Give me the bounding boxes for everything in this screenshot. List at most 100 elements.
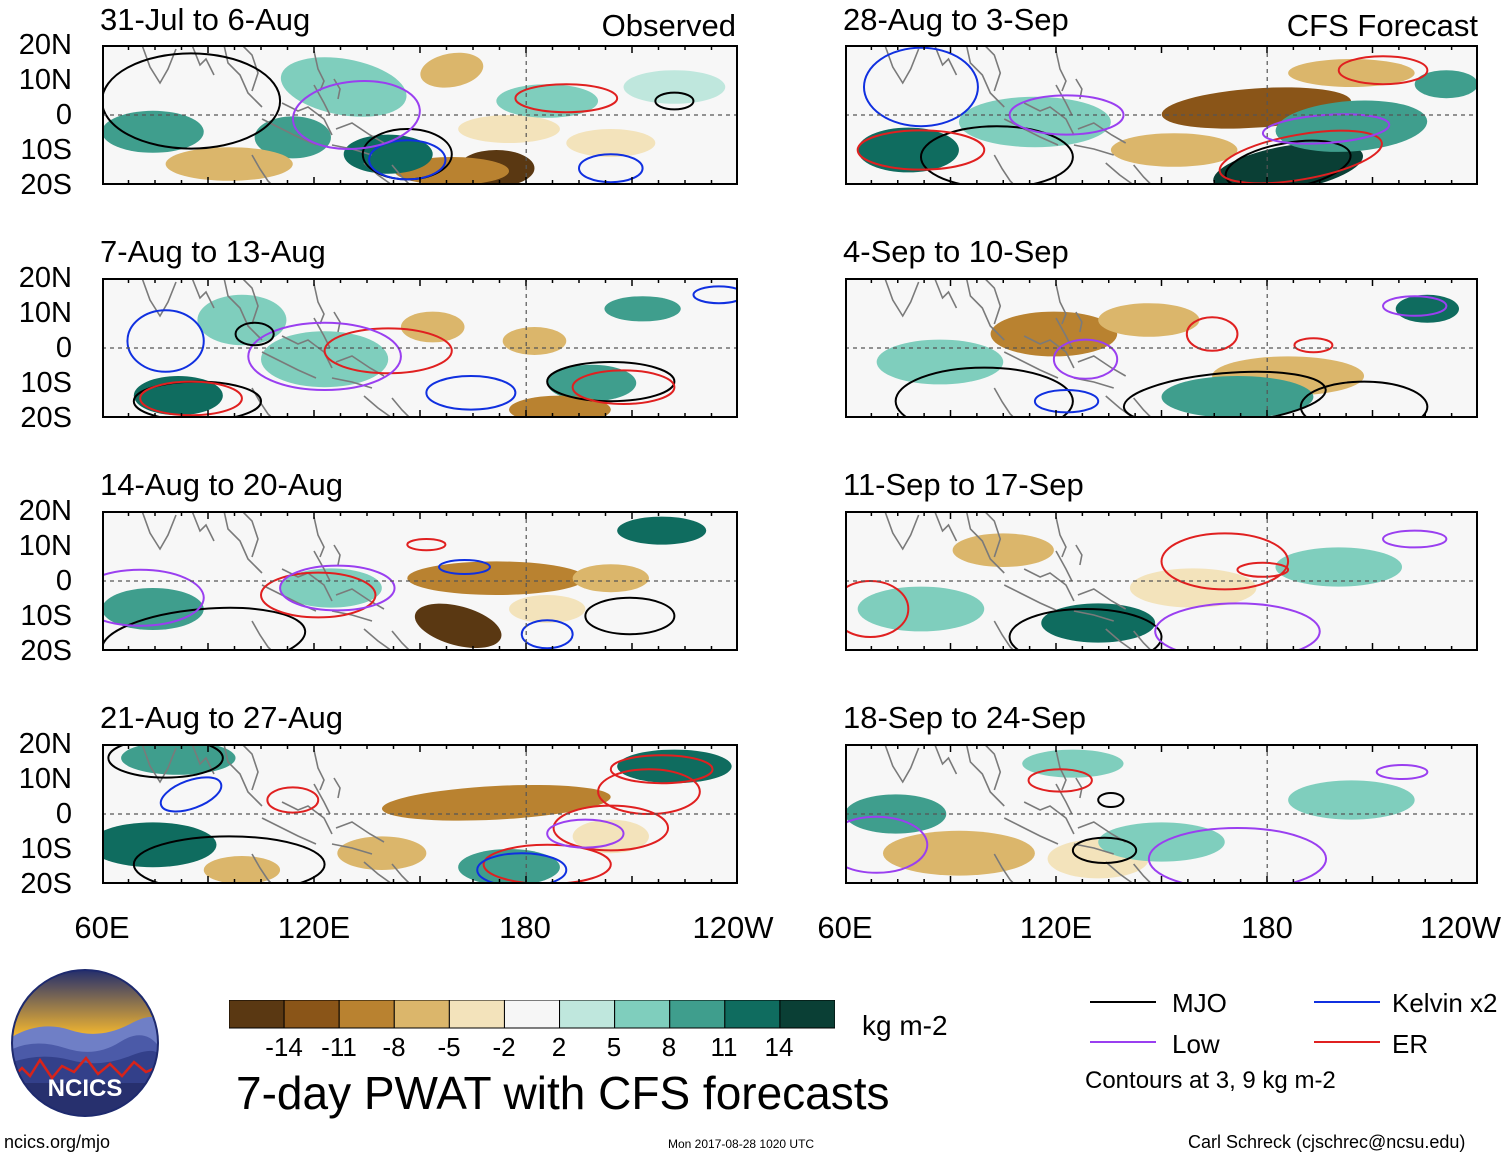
wave-contour (1382, 295, 1448, 317)
wave-contour (894, 366, 1074, 418)
wave-contour (1008, 94, 1125, 136)
pwat-anomaly (400, 311, 465, 343)
legend-lines-right (1314, 1001, 1380, 1043)
colorbar-tick: 5 (606, 1032, 622, 1062)
panel-title-4: 21-Aug to 27-Aug (100, 700, 344, 735)
pwat-anomaly (203, 856, 281, 884)
wave-contour (1008, 608, 1163, 651)
wave-contour (856, 129, 986, 171)
wave-contour (368, 139, 447, 181)
colorbar-swatch (724, 1000, 781, 1029)
panel-title-5: 28-Aug to 3-Sep (843, 2, 1069, 37)
colorbar-tick: 11 (710, 1032, 738, 1062)
wave-contour (552, 804, 670, 852)
colorbar-swatch (283, 1000, 340, 1029)
coastline (141, 744, 411, 884)
pwat-anomaly (458, 849, 560, 884)
wave-contour (438, 559, 491, 575)
map-panel-6 (845, 278, 1478, 418)
pwat-anomaly (254, 116, 331, 159)
wave-contour (1033, 389, 1100, 414)
legend-note: Contours at 3, 9 kg m-2 (1085, 1067, 1336, 1094)
wave-contour (1299, 380, 1429, 418)
wave-contour (102, 52, 282, 150)
lat-label: 10N (18, 297, 72, 329)
lon-label: 60E (74, 910, 130, 945)
wave-contour (102, 568, 205, 627)
footer-url[interactable]: ncics.org/mjo (4, 1132, 111, 1152)
colorbar-tick: -11 (321, 1032, 357, 1062)
legend-label-low: Low (1172, 1029, 1220, 1059)
wave-contour (323, 327, 453, 375)
wave-contour (1218, 129, 1383, 185)
lon-label: 180 (499, 910, 551, 945)
wave-contour (476, 852, 568, 884)
lat-label: 0 (55, 798, 72, 830)
lat-label: 20S (20, 402, 72, 434)
wave-contour (578, 153, 644, 184)
panel-title-7: 11-Sep to 17-Sep (843, 467, 1084, 502)
wave-contour (234, 321, 275, 347)
wave-contour (291, 80, 421, 150)
pwat-anomaly (197, 294, 287, 346)
pwat-anomaly (952, 533, 1054, 567)
lat-label: 10S (20, 134, 72, 166)
map-panel-4 (102, 744, 738, 884)
lon-label: 120E (1019, 910, 1093, 945)
colorbar-tick: -8 (382, 1032, 406, 1062)
pwat-anomaly (572, 564, 649, 593)
colorbar-swatch (669, 1000, 726, 1029)
pwat-anomaly (1129, 568, 1257, 608)
lat-label: 20S (20, 635, 72, 667)
pwat-anomaly (1161, 376, 1314, 418)
wave-contour (1293, 337, 1334, 354)
lon-label: 120W (1420, 912, 1501, 943)
colorbar (229, 1000, 835, 1029)
colorbar-swatch (559, 1000, 616, 1029)
panel-title-2: 7-Aug to 13-Aug (100, 234, 326, 269)
lat-label: 10N (18, 530, 72, 562)
colorbar-tick: 14 (764, 1032, 794, 1062)
pwat-anomaly (617, 749, 732, 784)
colorbar-swatch (338, 1000, 395, 1029)
coastline (884, 744, 1153, 884)
pwat-anomaly (502, 327, 567, 355)
wave-contour (1154, 602, 1321, 651)
lat-label: 0 (55, 332, 72, 364)
lat-label: 10S (20, 367, 72, 399)
lon-label: 60E (817, 910, 873, 945)
wave-contour (1224, 139, 1352, 185)
lat-label: 10N (18, 763, 72, 795)
map-panel-1 (102, 45, 738, 185)
panel-title-6: 4-Sep to 10-Sep (843, 234, 1069, 269)
colorbar-swatch (229, 1000, 285, 1029)
pwat-anomaly (509, 595, 586, 623)
wave-contour (546, 361, 676, 403)
wave-contour (1027, 768, 1093, 793)
wave-contour (406, 537, 447, 552)
colorbar-units: kg m-2 (862, 1010, 948, 1041)
pwat-anomaly (102, 110, 204, 153)
panel-title-8: 18-Sep to 24-Sep (843, 700, 1087, 735)
map-panel-2 (102, 278, 738, 418)
map-panel-8 (845, 744, 1478, 884)
coastline (884, 511, 1153, 651)
wave-contour (692, 285, 738, 305)
map-panel-7 (845, 511, 1478, 651)
pwat-anomaly (420, 52, 484, 88)
pwat-anomaly (261, 331, 389, 388)
lat-label: 0 (55, 565, 72, 597)
wave-contour (520, 619, 574, 650)
wave-contour (546, 818, 625, 849)
wave-contour (1147, 827, 1328, 884)
colorbar-tick: -2 (492, 1032, 516, 1062)
lat-label: 10N (18, 64, 72, 96)
pwat-anomaly (1213, 142, 1364, 185)
pwat-anomaly (165, 147, 293, 181)
pwat-anomaly (1275, 100, 1428, 152)
wave-contour (1160, 532, 1290, 591)
pwat-anomaly (414, 603, 502, 648)
pwat-anomaly (337, 836, 427, 870)
legend-label-mjo: MJO (1172, 988, 1227, 1018)
main-title: 7-day PWAT with CFS forecasts (236, 1067, 890, 1119)
